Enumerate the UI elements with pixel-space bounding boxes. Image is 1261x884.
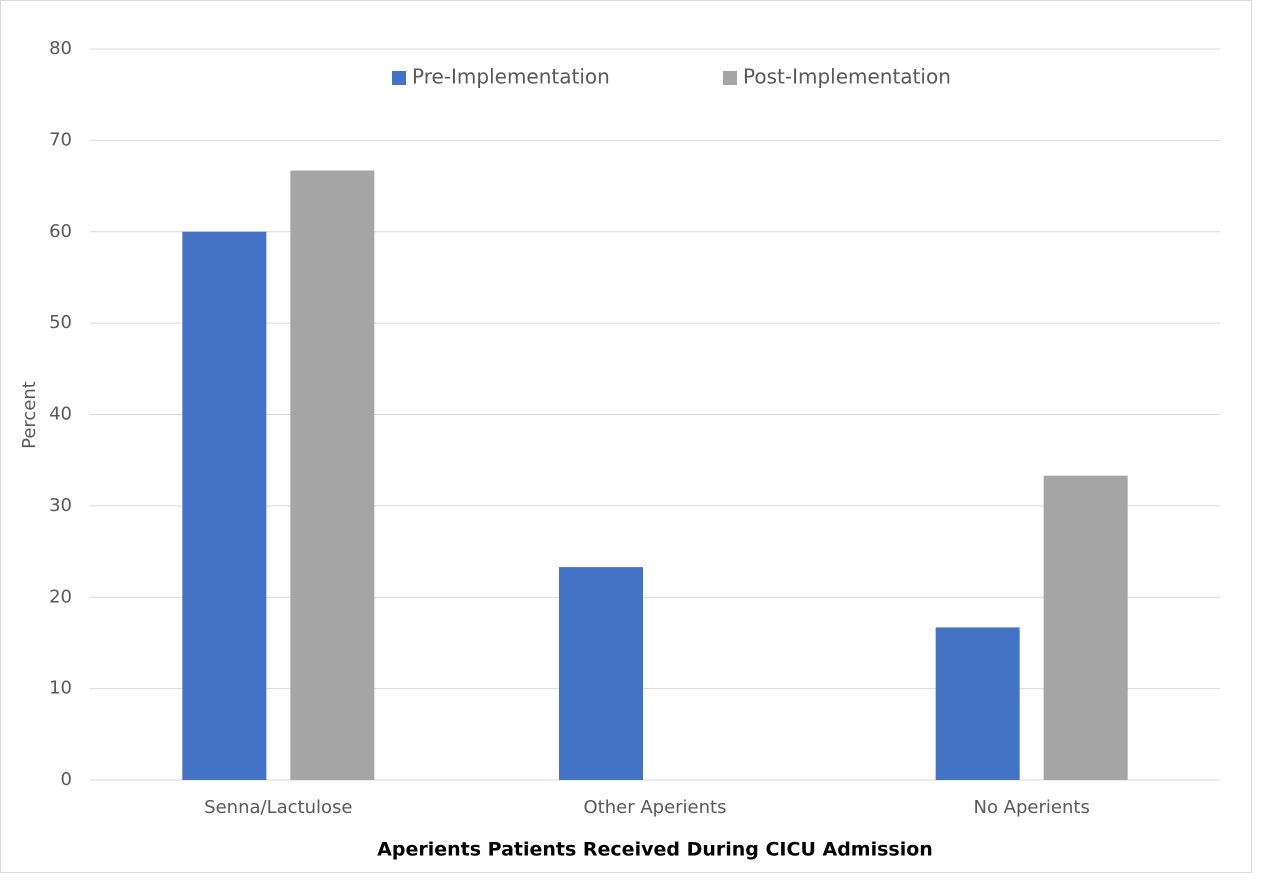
y-tick-label: 70 bbox=[49, 129, 72, 150]
y-tick-label: 10 bbox=[49, 678, 72, 699]
y-tick-label: 30 bbox=[49, 495, 72, 516]
bar bbox=[935, 627, 1020, 780]
x-tick-label: Senna/Lactulose bbox=[204, 797, 352, 818]
y-tick-label: 60 bbox=[49, 221, 72, 242]
x-tick-label: No Aperients bbox=[973, 797, 1089, 818]
y-tick-label: 20 bbox=[49, 586, 72, 607]
bar bbox=[1043, 475, 1128, 780]
x-axis-label: Aperients Patients Received During CICU … bbox=[377, 839, 933, 861]
legend-label: Pre-Implementation bbox=[412, 65, 610, 89]
x-tick-label: Other Aperients bbox=[584, 797, 727, 818]
y-tick-label: 40 bbox=[49, 404, 72, 425]
bar bbox=[182, 231, 267, 780]
bar bbox=[290, 170, 375, 780]
y-tick-label: 50 bbox=[49, 312, 72, 333]
legend-label: Post-Implementation bbox=[743, 65, 951, 89]
y-tick-label: 0 bbox=[61, 769, 72, 790]
y-tick-label: 80 bbox=[49, 38, 72, 59]
legend-swatch bbox=[723, 71, 737, 85]
legend-swatch bbox=[392, 71, 406, 85]
y-axis-label: Percent bbox=[19, 381, 40, 449]
bar bbox=[559, 567, 643, 780]
